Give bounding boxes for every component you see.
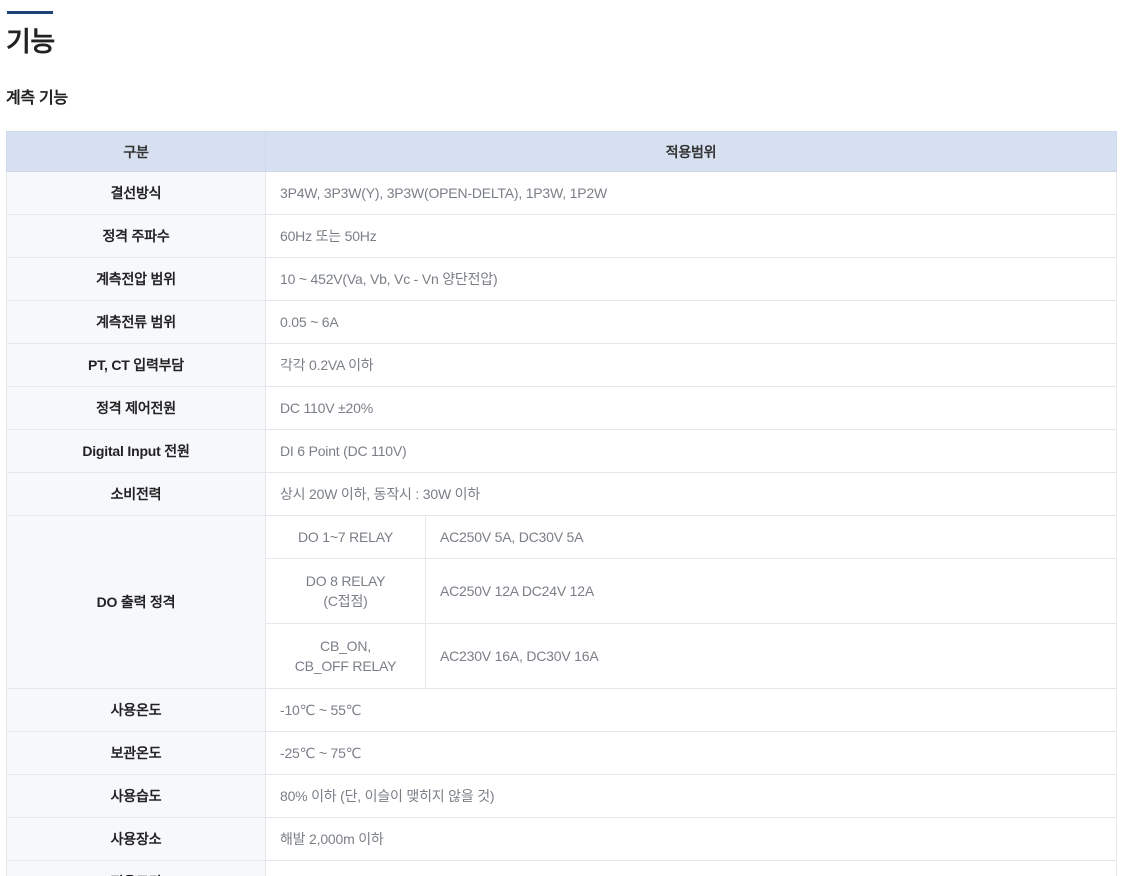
table-row: 계측전압 범위 10 ~ 452V(Va, Vb, Vc - Vn 양단전압)	[6, 257, 1118, 301]
row-value: 0.05 ~ 6A	[264, 300, 1118, 344]
row-label: 소비전력	[6, 472, 266, 516]
row-label: 사용온도	[6, 688, 266, 732]
row-label: 정격 주파수	[6, 214, 266, 258]
sub-row-value-do-2: AC250V 12A DC24V 12A	[424, 558, 1118, 624]
sub-row-label-do-2: DO 8 RELAY (C접점)	[265, 558, 426, 624]
row-value: 60Hz 또는 50Hz	[264, 214, 1118, 258]
section-subtitle: 계측 기능	[6, 90, 68, 107]
row-value: DI 6 Point (DC 110V)	[264, 429, 1118, 473]
table-body: 결선방식 3P4W, 3P3W(Y), 3P3W(OPEN-DELTA), 1P…	[6, 171, 1118, 876]
sub-row-value-do-1: AC250V 5A, DC30V 5A	[424, 515, 1118, 559]
row-label-do-output-rating: DO 출력 정격	[6, 515, 266, 689]
sub-row-value-do-3: AC230V 16A, DC30V 16A	[424, 623, 1118, 689]
row-label: 적용규격	[6, 860, 266, 876]
table-row: 소비전력 상시 20W 이하, 동작시 : 30W 이하	[6, 472, 1118, 516]
row-label: Digital Input 전원	[6, 429, 266, 473]
row-label: 보관온도	[6, 731, 266, 775]
row-value: -10℃ ~ 55℃	[264, 688, 1118, 732]
sub-row-label-do-3: CB_ON, CB_OFF RELAY	[265, 623, 426, 689]
sub-row-label-do-3-line2: CB_OFF RELAY	[294, 658, 397, 674]
sub-row-label-do-2-line2: (C접점)	[323, 593, 368, 609]
sub-row-label-do-3-line1: CB_ON,	[320, 638, 371, 654]
row-value: 3P4W, 3P3W(Y), 3P3W(OPEN-DELTA), 1P3W, 1…	[264, 171, 1118, 215]
table-row: 사용습도 80% 이하 (단, 이슬이 맺히지 않을 것)	[6, 774, 1118, 818]
row-value: IEC 60255, IEC 61326, IEC 61000-4, KEMC …	[264, 860, 1118, 876]
table-row: 정격 제어전원 DC 110V ±20%	[6, 386, 1118, 430]
row-label: 사용장소	[6, 817, 266, 861]
table-row: 정격 주파수 60Hz 또는 50Hz	[6, 214, 1118, 258]
table-row: 보관온도 -25℃ ~ 75℃	[6, 731, 1118, 775]
row-label: 계측전압 범위	[6, 257, 266, 301]
column-header-scope: 적용범위	[264, 131, 1118, 172]
table-row: 적용규격 IEC 60255, IEC 61326, IEC 61000-4, …	[6, 860, 1118, 876]
row-value: 80% 이하 (단, 이슬이 맺히지 않을 것)	[264, 774, 1118, 818]
page-title: 기능	[6, 27, 55, 57]
row-label: PT, CT 입력부담	[6, 343, 266, 387]
table-header: 구분 적용범위	[6, 131, 1118, 172]
row-label: 정격 제어전원	[6, 386, 266, 430]
table-row: 계측전류 범위 0.05 ~ 6A	[6, 300, 1118, 344]
table-row-do-2: DO 8 RELAY (C접점) AC250V 12A DC24V 12A	[7, 558, 1118, 624]
row-value: DC 110V ±20%	[264, 386, 1118, 430]
row-value: 10 ~ 452V(Va, Vb, Vc - Vn 양단전압)	[264, 257, 1118, 301]
sub-row-label-do-1: DO 1~7 RELAY	[265, 515, 426, 559]
row-value: -25℃ ~ 75℃	[264, 731, 1118, 775]
table-row: 사용장소 해발 2,000m 이하	[6, 817, 1118, 861]
specification-table: 구분 적용범위 결선방식 3P4W, 3P3W(Y), 3P3W(OPEN-DE…	[6, 131, 1118, 876]
accent-bar	[7, 11, 53, 14]
row-value: 상시 20W 이하, 동작시 : 30W 이하	[264, 472, 1118, 516]
table-row: 결선방식 3P4W, 3P3W(Y), 3P3W(OPEN-DELTA), 1P…	[6, 171, 1118, 215]
table-row-do-3: CB_ON, CB_OFF RELAY AC230V 16A, DC30V 16A	[7, 623, 1118, 689]
spec-table-container: 구분 적용범위 결선방식 3P4W, 3P3W(Y), 3P3W(OPEN-DE…	[6, 131, 1118, 876]
table-row: Digital Input 전원 DI 6 Point (DC 110V)	[6, 429, 1118, 473]
row-value: 해발 2,000m 이하	[264, 817, 1118, 861]
row-label: 계측전류 범위	[6, 300, 266, 344]
table-row-do-1: DO 출력 정격 DO 1~7 RELAY AC250V 5A, DC30V 5…	[6, 515, 1118, 689]
column-header-category: 구분	[6, 131, 266, 172]
row-label: 사용습도	[6, 774, 266, 818]
sub-row-label-do-2-line1: DO 8 RELAY	[305, 573, 386, 589]
row-value: 각각 0.2VA 이하	[264, 343, 1118, 387]
table-row: PT, CT 입력부담 각각 0.2VA 이하	[6, 343, 1118, 387]
table-header-row: 구분 적용범위	[6, 131, 1118, 172]
row-label: 결선방식	[6, 171, 266, 215]
table-row: 사용온도 -10℃ ~ 55℃	[6, 688, 1118, 732]
